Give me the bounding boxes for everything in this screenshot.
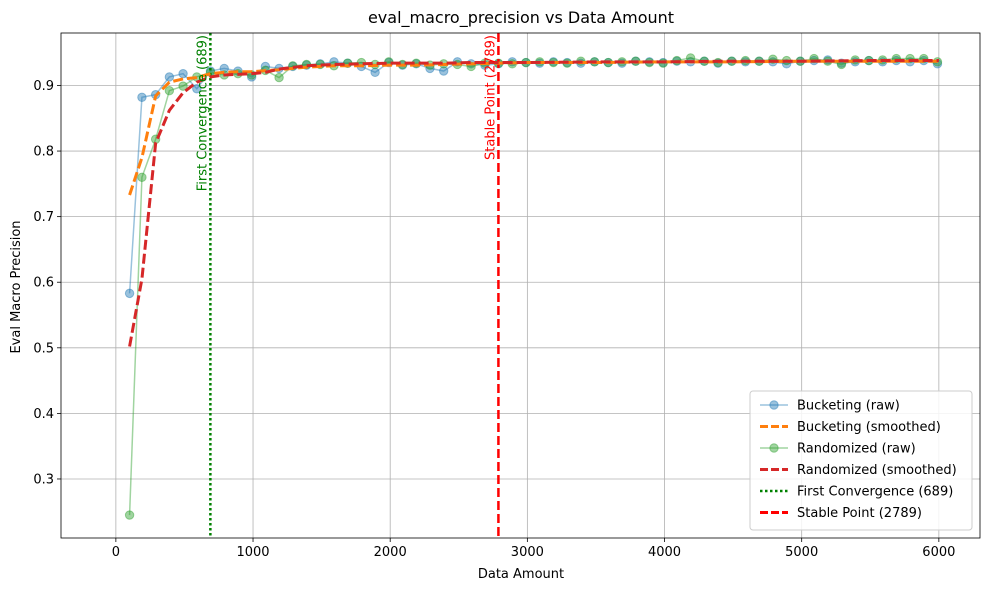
legend-label-bucketing-smoothed: Bucketing (smoothed) [797, 420, 941, 435]
x-tick-label: 3000 [511, 545, 544, 560]
y-tick-label: 0.5 [33, 341, 54, 356]
legend-marker-randomized-raw [769, 443, 779, 453]
first-convergence-689-label: First Convergence (689) [195, 35, 210, 191]
plot-frame [60, 32, 981, 539]
y-tick-label: 0.9 [33, 79, 54, 94]
bucketing-raw-point [192, 84, 202, 94]
x-tick-label: 6000 [922, 545, 955, 560]
chart-title: eval_macro_precision vs Data Amount [368, 8, 674, 28]
bucketing-raw-point [137, 92, 147, 102]
randomized-raw-point [137, 172, 147, 182]
bucketing-raw-point [438, 66, 449, 76]
y-tick-label: 0.7 [33, 210, 54, 225]
legend-label-stable-point-2789: Stable Point (2789) [797, 506, 922, 521]
plot-area: 0 1000 2000 3000 4000 5000 6000 0.3 0.4 0.5 0.6 0.7… [33, 32, 981, 560]
randomized-raw-point [164, 86, 175, 96]
bucketing-smoothed-line [128, 59, 939, 196]
y-tick-label: 0.3 [33, 472, 54, 487]
randomized-smoothed-line [128, 59, 939, 347]
x-tick-label: 4000 [648, 545, 681, 560]
legend-label-randomized-raw: Randomized (raw) [797, 442, 916, 457]
stable-point-2789-label: Stable Point (2789) [483, 35, 498, 160]
x-tick-label: 2000 [374, 545, 407, 560]
bucketing-raw-point [370, 67, 380, 78]
randomized-raw-point [274, 72, 284, 83]
bucketing-raw-point [164, 72, 175, 82]
legend-label-randomized-smoothed: Randomized (smoothed) [797, 463, 957, 478]
legend-marker-bucketing-raw [769, 400, 779, 410]
legend-box [749, 390, 973, 531]
x-axis-label: Data Amount [478, 567, 564, 582]
y-tick-label: 0.8 [33, 145, 54, 160]
x-tick-label: 1000 [236, 545, 269, 560]
legend-label-bucketing-raw: Bucketing (raw) [797, 399, 900, 414]
legend-label-first-convergence-689: First Convergence (689) [797, 485, 953, 500]
bucketing-raw-point [124, 288, 135, 299]
y-axis-label: Eval Macro Precision [9, 220, 24, 353]
y-tick-label: 0.4 [33, 407, 54, 422]
y-tick-label: 0.6 [33, 276, 54, 291]
legend: Bucketing (raw) Bucketing (smoothed) Rando… [749, 390, 973, 531]
randomized-raw-point [124, 510, 135, 520]
randomized-raw-point [178, 81, 188, 91]
x-tick-label: 0 [112, 545, 120, 560]
series-group [124, 33, 943, 538]
x-tick-label: 5000 [785, 545, 818, 560]
bucketing-raw-point [178, 68, 188, 79]
